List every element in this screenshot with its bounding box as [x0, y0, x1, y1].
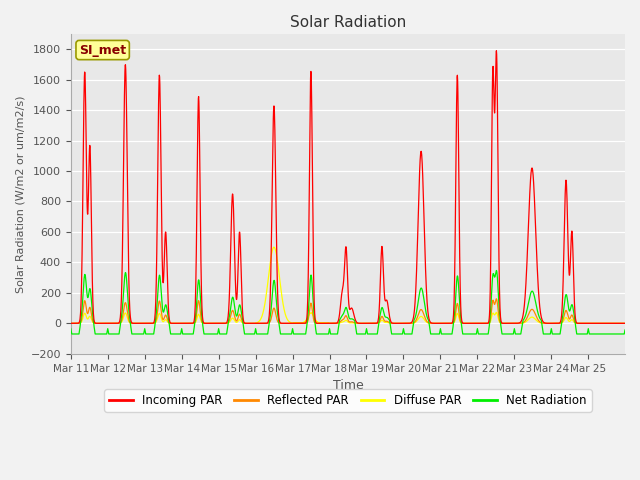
Text: SI_met: SI_met: [79, 44, 126, 57]
Legend: Incoming PAR, Reflected PAR, Diffuse PAR, Net Radiation: Incoming PAR, Reflected PAR, Diffuse PAR…: [104, 389, 591, 412]
Y-axis label: Solar Radiation (W/m2 or um/m2/s): Solar Radiation (W/m2 or um/m2/s): [15, 95, 25, 293]
Title: Solar Radiation: Solar Radiation: [290, 15, 406, 30]
X-axis label: Time: Time: [333, 379, 364, 392]
